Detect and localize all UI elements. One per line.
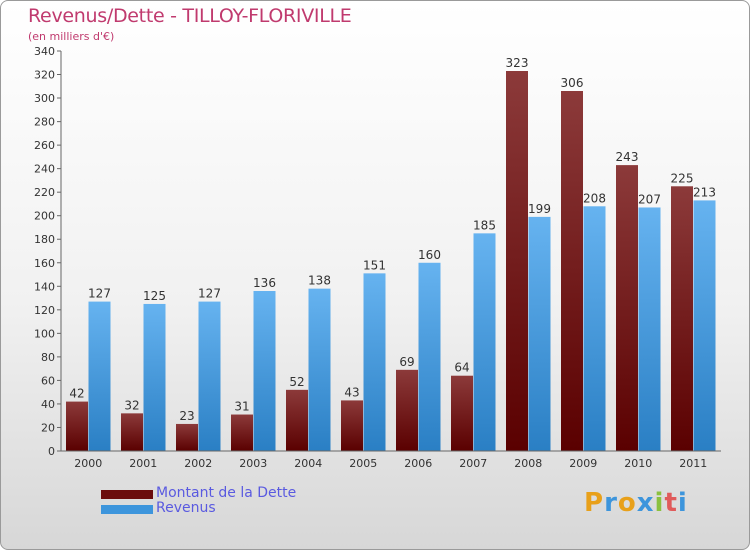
bar-dette [66,401,88,451]
data-label: 138 [308,274,331,288]
y-tick-label: 80 [41,351,55,364]
data-label: 52 [289,375,304,389]
chart-subtitle: (en milliers d'€) [28,30,115,43]
logo-letter: r [604,488,618,518]
bar-revenus [143,303,166,451]
y-tick-label: 340 [34,45,55,58]
y-tick-label: 300 [34,92,55,105]
bar-revenus [418,262,441,451]
data-label: 32 [124,398,139,412]
x-tick-label: 2010 [624,457,652,470]
bar-revenus [693,200,716,451]
data-label: 160 [418,248,441,262]
bar-revenus [253,291,276,451]
x-tick-label: 2008 [514,457,542,470]
data-label: 151 [363,258,386,272]
bar-revenus [528,216,551,451]
y-tick-label: 40 [41,398,55,411]
data-label: 127 [198,287,221,301]
data-label: 213 [693,185,716,199]
y-tick-label: 260 [34,139,55,152]
data-label: 69 [399,355,414,369]
bar-revenus [363,273,386,451]
y-tick-label: 20 [41,421,55,434]
y-tick-label: 280 [34,116,55,129]
data-label: 23 [179,409,194,423]
bar-dette [176,423,198,451]
legend-item-revenus: Revenus [101,500,361,517]
x-tick-label: 2002 [184,457,212,470]
data-label: 127 [88,287,111,301]
data-label: 42 [69,387,84,401]
bar-dette [671,186,693,451]
y-tick-label: 240 [34,163,55,176]
data-label: 125 [143,289,166,303]
y-tick-label: 320 [34,69,55,82]
x-tick-label: 2004 [294,457,322,470]
proxiti-logo: Proxiti [584,488,688,518]
data-label: 323 [506,56,529,70]
x-tick-label: 2000 [74,457,102,470]
logo-letter: i [654,488,665,518]
x-tick-label: 2011 [679,457,707,470]
y-tick-label: 180 [34,233,55,246]
x-tick-label: 2006 [404,457,432,470]
legend-swatch-dette [101,490,153,499]
y-tick-label: 60 [41,374,55,387]
data-label: 306 [561,76,584,90]
logo-letter: P [584,488,605,518]
bar-revenus [308,288,331,451]
bar-dette [396,369,418,451]
data-label: 31 [234,400,249,414]
y-tick-label: 120 [34,304,55,317]
bar-revenus [88,301,111,451]
bar-revenus [638,207,661,451]
bar-dette [616,165,638,451]
data-label: 199 [528,202,551,216]
y-tick-label: 140 [34,280,55,293]
logo-letter: o [617,488,637,518]
bar-revenus [198,301,221,451]
data-label: 207 [638,192,661,206]
x-tick-label: 2009 [569,457,597,470]
bar-dette [341,400,363,451]
bar-revenus [473,233,496,451]
x-tick-label: 2003 [239,457,267,470]
data-label: 43 [344,385,359,399]
data-label: 136 [253,276,276,290]
bar-dette [121,413,143,451]
data-label: 208 [583,191,606,205]
bar-dette [561,91,583,451]
bar-dette [506,71,528,451]
data-label: 64 [454,361,469,375]
data-label: 225 [671,171,694,185]
x-tick-label: 2001 [129,457,157,470]
y-tick-label: 100 [34,327,55,340]
x-tick-label: 2005 [349,457,377,470]
bar-revenus [583,206,606,451]
logo-letter: t [664,488,678,518]
y-tick-label: 160 [34,257,55,270]
legend-label-revenus: Revenus [156,500,216,516]
bar-dette [231,414,253,451]
legend-swatch-revenus [101,505,153,514]
logo-letter: i [677,488,688,518]
bar-dette [286,389,308,451]
logo-letter: x [636,488,655,518]
y-tick-label: 220 [34,186,55,199]
legend-label-dette: Montant de la Dette [156,485,297,501]
bar-dette [451,375,473,451]
legend-item-dette: Montant de la Dette [101,485,361,502]
data-label: 243 [616,150,639,164]
chart-title: Revenus/Dette - TILLOY-FLORIVILLE [28,5,352,27]
y-tick-label: 200 [34,210,55,223]
y-tick-label: 0 [48,445,55,458]
data-label: 185 [473,218,496,232]
legend: Montant de la Dette Revenus [101,485,361,517]
x-tick-label: 2007 [459,457,487,470]
